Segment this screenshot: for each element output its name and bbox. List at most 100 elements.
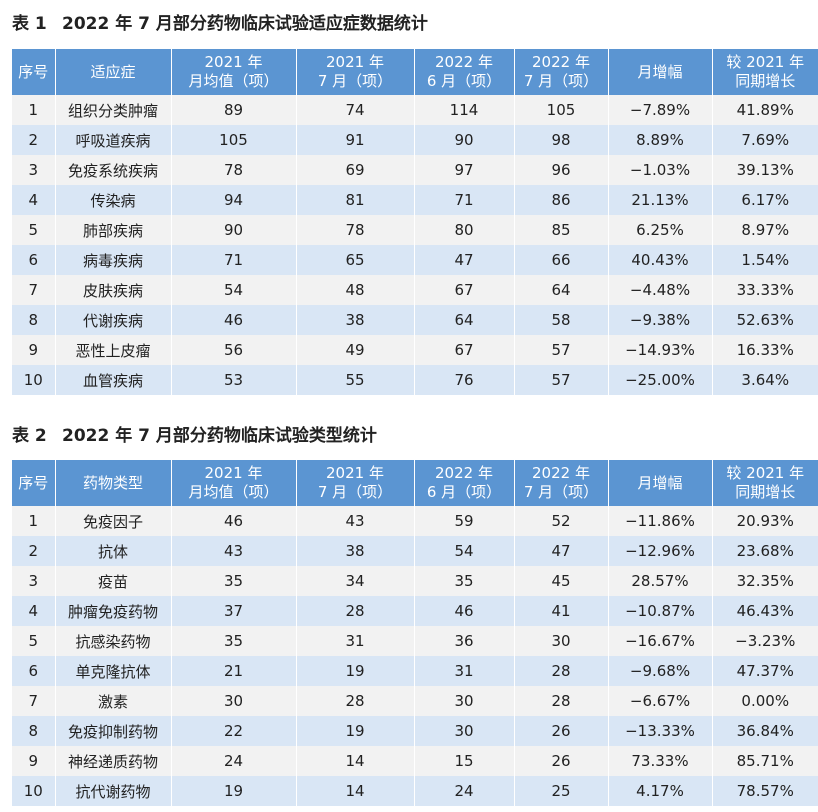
table2-header-yoy-growth: 较 2021 年同期增长	[712, 460, 818, 506]
table2-cell-index: 4	[12, 596, 56, 626]
table1-caption: 表 1 2022 年 7 月部分药物临床试验适应症数据统计	[12, 9, 428, 34]
table2-cell-index: 2	[12, 536, 56, 566]
table2-cell-jul-2021: 14	[296, 746, 415, 776]
table2-header-monthly-change-line1: 月增幅	[637, 473, 683, 492]
table2-header-jul-2022-line2: 7 月（项）	[523, 483, 599, 501]
table2-cell-avg-2021: 30	[171, 686, 297, 716]
table2-cell-jul-2021: 31	[296, 626, 415, 656]
table2-cell-index: 8	[12, 716, 56, 746]
table1-cell-yoy-growth: 1.54%	[712, 245, 818, 275]
table1-header-index: 序号	[12, 49, 56, 95]
table-row: 3 疫苗 35 34 35 45 28.57% 32.35%	[12, 566, 818, 596]
table1-header-name: 适应症	[55, 49, 172, 95]
table2-cell-jun-2022: 30	[414, 716, 515, 746]
table2-header-jun-2022-line1: 2022 年	[435, 464, 493, 482]
table1-cell-jul-2022: 86	[514, 185, 609, 215]
table2-header-index: 序号	[12, 460, 56, 506]
table1-cell-jul-2022: 85	[514, 215, 609, 245]
table1-cell-yoy-growth: 33.33%	[712, 275, 818, 305]
table1-header-avg-2021-line1: 2021 年	[204, 53, 263, 71]
table1-cell-jun-2022: 80	[414, 215, 515, 245]
table1-header-jun-2022-line2: 6 月（项）	[426, 72, 502, 90]
table1-cell-yoy-growth: 16.33%	[712, 335, 818, 365]
table2-header-avg-2021: 2021 年月均值（项）	[171, 460, 297, 506]
table1-cell-name: 病毒疾病	[55, 245, 172, 275]
table2-cell-yoy-growth: 36.84%	[712, 716, 818, 746]
table1-header-monthly-change: 月增幅	[608, 49, 713, 95]
table1-cell-name: 传染病	[55, 185, 172, 215]
table1-cell-monthly-change: −14.93%	[608, 335, 713, 365]
table1-cell-avg-2021: 71	[171, 245, 297, 275]
table2-cell-yoy-growth: 20.93%	[712, 506, 818, 536]
table1-cell-jun-2022: 76	[414, 365, 515, 395]
table2-cell-monthly-change: 73.33%	[608, 746, 713, 776]
table-row: 10 抗代谢药物 19 14 24 25 4.17% 78.57%	[12, 776, 818, 806]
table2-header-yoy-growth-line2: 同期增长	[735, 483, 796, 501]
table1-cell-yoy-growth: 8.97%	[712, 215, 818, 245]
table2-cell-index: 5	[12, 626, 56, 656]
table1-cell-avg-2021: 56	[171, 335, 297, 365]
table1-header-monthly-change-line1: 月增幅	[637, 62, 683, 81]
table-row: 2 抗体 43 38 54 47 −12.96% 23.68%	[12, 536, 818, 566]
table2-cell-avg-2021: 24	[171, 746, 297, 776]
table1-cell-yoy-growth: 3.64%	[712, 365, 818, 395]
table2-cell-name: 抗感染药物	[55, 626, 172, 656]
table1-cell-avg-2021: 46	[171, 305, 297, 335]
table1-cell-index: 1	[12, 95, 56, 125]
table2-cell-avg-2021: 37	[171, 596, 297, 626]
table-row: 1 组织分类肿瘤 89 74 114 105 −7.89% 41.89%	[12, 95, 818, 125]
table2-cell-jul-2022: 47	[514, 536, 609, 566]
table2-cell-jun-2022: 46	[414, 596, 515, 626]
table2-cell-name: 抗代谢药物	[55, 776, 172, 806]
table1-cell-jul-2022: 96	[514, 155, 609, 185]
table2-cell-jul-2021: 34	[296, 566, 415, 596]
table2-cell-name: 激素	[55, 686, 172, 716]
table2-header-jul-2022-line1: 2022 年	[532, 464, 590, 482]
table1-header-index-line1: 序号	[18, 62, 49, 81]
table1-cell-avg-2021: 78	[171, 155, 297, 185]
table-row: 4 肿瘤免疫药物 37 28 46 41 −10.87% 46.43%	[12, 596, 818, 626]
table1-cell-yoy-growth: 6.17%	[712, 185, 818, 215]
table-row: 5 抗感染药物 35 31 36 30 −16.67% −3.23%	[12, 626, 818, 656]
table1-cell-jun-2022: 67	[414, 275, 515, 305]
table2-cell-yoy-growth: 32.35%	[712, 566, 818, 596]
table1-cell-monthly-change: 40.43%	[608, 245, 713, 275]
table-row: 10 血管疾病 53 55 76 57 −25.00% 3.64%	[12, 365, 818, 395]
table1-header-avg-2021: 2021 年月均值（项）	[171, 49, 297, 95]
table2-cell-monthly-change: −9.68%	[608, 656, 713, 686]
table2-cell-monthly-change: −12.96%	[608, 536, 713, 566]
table1-cell-index: 4	[12, 185, 56, 215]
table1-cell-monthly-change: 6.25%	[608, 215, 713, 245]
table2-cell-jun-2022: 36	[414, 626, 515, 656]
table2-cell-name: 单克隆抗体	[55, 656, 172, 686]
table2-cell-avg-2021: 22	[171, 716, 297, 746]
table1-header-yoy-growth-line2: 同期增长	[735, 72, 796, 90]
table2-cell-avg-2021: 43	[171, 536, 297, 566]
table1-cell-name: 肺部疾病	[55, 215, 172, 245]
table-row: 2 呼吸道疾病 105 91 90 98 8.89% 7.69%	[12, 125, 818, 155]
table2-cell-name: 肿瘤免疫药物	[55, 596, 172, 626]
table1-cell-name: 组织分类肿瘤	[55, 95, 172, 125]
table1-header-jul-2022-line1: 2022 年	[532, 53, 590, 71]
table1-cell-jul-2022: 64	[514, 275, 609, 305]
table2-header-monthly-change: 月增幅	[608, 460, 713, 506]
table1-header-jun-2022-line1: 2022 年	[435, 53, 493, 71]
table2-cell-jul-2021: 43	[296, 506, 415, 536]
table1-cell-jul-2021: 65	[296, 245, 415, 275]
table2-cell-index: 10	[12, 776, 56, 806]
table1-caption-number: 表 1	[12, 14, 47, 34]
table2-cell-yoy-growth: 46.43%	[712, 596, 818, 626]
table-row: 6 病毒疾病 71 65 47 66 40.43% 1.54%	[12, 245, 818, 275]
table2-cell-jul-2022: 26	[514, 716, 609, 746]
table2-cell-jul-2021: 38	[296, 536, 415, 566]
table2-cell-index: 9	[12, 746, 56, 776]
table1-cell-name: 恶性上皮瘤	[55, 335, 172, 365]
table1-cell-yoy-growth: 52.63%	[712, 305, 818, 335]
table-row: 9 神经递质药物 24 14 15 26 73.33% 85.71%	[12, 746, 818, 776]
table2-cell-yoy-growth: 78.57%	[712, 776, 818, 806]
table1-cell-index: 7	[12, 275, 56, 305]
